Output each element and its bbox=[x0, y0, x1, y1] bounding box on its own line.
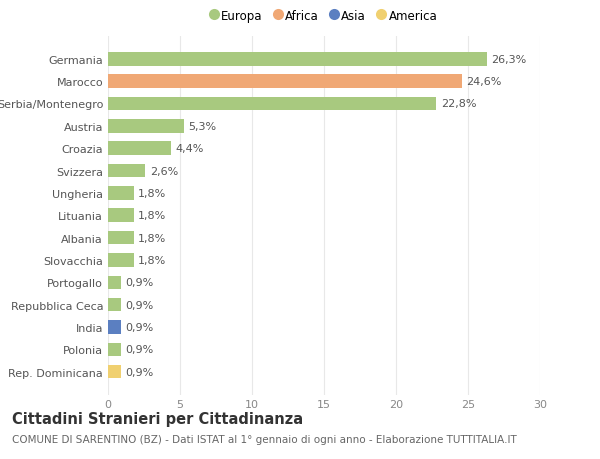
Text: 24,6%: 24,6% bbox=[467, 77, 502, 87]
Bar bbox=[108, 365, 121, 379]
Text: 0,9%: 0,9% bbox=[125, 322, 154, 332]
Bar bbox=[108, 231, 134, 245]
Bar bbox=[108, 343, 121, 356]
Text: 0,9%: 0,9% bbox=[125, 367, 154, 377]
Text: COMUNE DI SARENTINO (BZ) - Dati ISTAT al 1° gennaio di ogni anno - Elaborazione : COMUNE DI SARENTINO (BZ) - Dati ISTAT al… bbox=[12, 434, 517, 444]
Text: 22,8%: 22,8% bbox=[440, 99, 476, 109]
Bar bbox=[108, 209, 134, 223]
Text: 1,8%: 1,8% bbox=[138, 211, 166, 221]
Text: 0,9%: 0,9% bbox=[125, 345, 154, 354]
Bar bbox=[108, 164, 145, 178]
Bar bbox=[108, 276, 121, 289]
Legend: Europa, Africa, Asia, America: Europa, Africa, Asia, America bbox=[206, 5, 442, 27]
Text: 1,8%: 1,8% bbox=[138, 189, 166, 198]
Bar bbox=[108, 187, 134, 200]
Bar bbox=[108, 320, 121, 334]
Text: 0,9%: 0,9% bbox=[125, 300, 154, 310]
Text: 1,8%: 1,8% bbox=[138, 255, 166, 265]
Bar bbox=[108, 142, 172, 156]
Text: Cittadini Stranieri per Cittadinanza: Cittadini Stranieri per Cittadinanza bbox=[12, 411, 303, 426]
Bar bbox=[108, 120, 184, 133]
Text: 5,3%: 5,3% bbox=[188, 122, 217, 132]
Bar bbox=[108, 75, 462, 89]
Text: 0,9%: 0,9% bbox=[125, 278, 154, 288]
Bar bbox=[108, 254, 134, 267]
Text: 2,6%: 2,6% bbox=[150, 166, 178, 176]
Bar bbox=[108, 298, 121, 312]
Bar bbox=[108, 53, 487, 67]
Text: 4,4%: 4,4% bbox=[176, 144, 204, 154]
Text: 26,3%: 26,3% bbox=[491, 55, 526, 65]
Text: 1,8%: 1,8% bbox=[138, 233, 166, 243]
Bar bbox=[108, 98, 436, 111]
